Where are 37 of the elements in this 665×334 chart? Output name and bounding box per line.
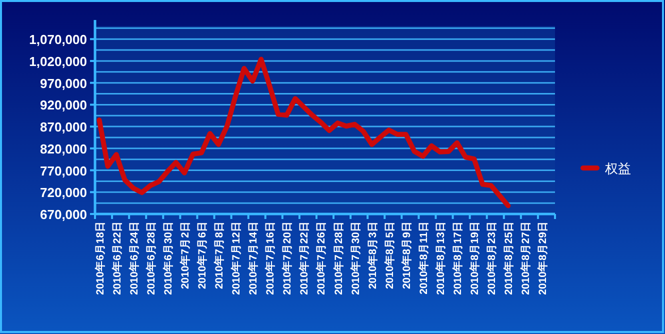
- y-tick-label: 1,020,000: [29, 54, 87, 69]
- x-tick-label: 2010年8月9日: [400, 221, 413, 290]
- y-tick-label: 720,000: [40, 185, 87, 200]
- x-tick-label: 2010年8月17日: [451, 221, 464, 295]
- x-tick-label: 2010年7月8日: [212, 221, 226, 290]
- x-tick-label: 2010年8月29日: [536, 221, 550, 295]
- x-tick-label: 2010年8月3日: [366, 221, 379, 290]
- x-tick-label: 2010年6月24日: [127, 221, 140, 295]
- x-tick-label: 2010年8月19日: [468, 221, 482, 295]
- y-tick-label: 1,070,000: [29, 32, 87, 48]
- y-tick-label: 770,000: [40, 163, 87, 178]
- y-tick-label: 920,000: [40, 98, 87, 113]
- x-tick-label: 2010年7月2日: [178, 221, 192, 290]
- x-tick-label: 2010年8月13日: [434, 221, 447, 295]
- y-tick-label: 820,000: [40, 141, 87, 156]
- x-tick-label: 2010年8月5日: [382, 221, 396, 290]
- x-tick-label: 2010年7月12日: [230, 221, 243, 295]
- x-tick-label: 2010年8月25日: [502, 221, 516, 295]
- x-tick-label: 2010年8月27日: [519, 221, 532, 295]
- x-tick-label: 2010年6月30日: [161, 221, 174, 295]
- x-tick-label: 2010年7月14日: [246, 221, 260, 295]
- y-tick-label: 670,000: [40, 207, 87, 222]
- x-tick-label: 2010年7月30日: [348, 221, 362, 295]
- x-tick-label: 2010年7月26日: [314, 221, 328, 295]
- x-tick-label: 2010年8月11日: [416, 221, 430, 294]
- x-tick-label: 2010年7月6日: [195, 221, 208, 290]
- legend-label: 权益: [604, 161, 631, 176]
- x-tick-label: 2010年7月28日: [332, 221, 345, 295]
- y-tick-label: 870,000: [40, 120, 87, 135]
- x-tick-label: 2010年6月22日: [110, 221, 124, 295]
- x-tick-label: 2010年8月23日: [485, 221, 498, 295]
- x-tick-label: 2010年6月28日: [144, 221, 158, 295]
- x-tick-label: 2010年7月16日: [264, 221, 277, 295]
- x-tick-label: 2010年6月18日: [93, 221, 106, 295]
- x-tick-label: 2010年7月22日: [298, 221, 311, 295]
- x-tick-label: 2010年7月20日: [280, 221, 294, 295]
- y-tick-label: 970,000: [40, 76, 87, 91]
